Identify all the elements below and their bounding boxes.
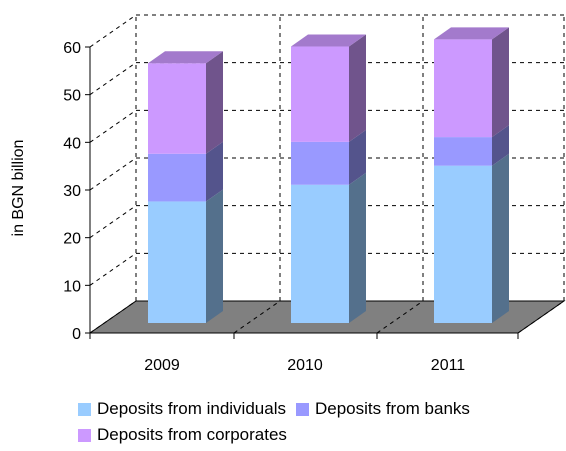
legend-label: Deposits from individuals [97, 399, 286, 418]
side-gridline [89, 109, 137, 143]
y-tick-label: 10 [63, 278, 81, 295]
bar-front-deposits-from-banks-2009 [148, 153, 206, 202]
bar-front-deposits-from-individuals-2010 [291, 184, 349, 323]
bar-top-2011 [434, 27, 509, 40]
bar-side-deposits-from-corporates-2011 [492, 27, 509, 138]
floor-gridline [233, 300, 281, 334]
bar-front-deposits-from-banks-2010 [291, 141, 349, 185]
bar-side-deposits-from-banks-2011 [492, 125, 509, 166]
legend-item: Deposits from corporates [78, 422, 287, 448]
bar-side-deposits-from-individuals-2011 [492, 153, 509, 323]
y-tick-label: 40 [63, 135, 81, 152]
side-gridline [89, 62, 137, 96]
legend-swatch [295, 402, 309, 416]
bar-side-deposits-from-banks-2009 [206, 141, 223, 202]
legend: Deposits from individuals Deposits from b… [78, 396, 548, 448]
floor-gridline [376, 300, 424, 334]
bar-side-deposits-from-individuals-2009 [206, 189, 223, 323]
bar-front-deposits-from-corporates-2011 [434, 39, 492, 138]
y-tick-label: 20 [63, 231, 81, 248]
bar-front-deposits-from-individuals-2009 [148, 201, 206, 323]
side-gridline [89, 252, 137, 286]
x-tick-label-2010: 2010 [287, 357, 323, 374]
bar-side-deposits-from-banks-2010 [349, 129, 366, 185]
side-gridline [89, 14, 137, 48]
bar-front-deposits-from-banks-2011 [434, 137, 492, 166]
x-tick-label-2009: 2009 [144, 357, 180, 374]
bar-front-deposits-from-corporates-2010 [291, 46, 349, 142]
axes: 0 10 20 30 40 50 60 2009 2010 2011 [63, 40, 519, 374]
bar-front-deposits-from-corporates-2009 [148, 63, 206, 154]
bar-top-2010 [291, 34, 366, 47]
legend-swatch [78, 428, 91, 442]
side-gridline [89, 157, 137, 191]
y-tick-label: 60 [63, 40, 81, 57]
bar-front-deposits-from-individuals-2011 [434, 165, 492, 323]
y-tick-label: 50 [63, 88, 81, 105]
legend-swatch [78, 402, 91, 416]
legend-item: Deposits from banks [295, 396, 470, 422]
floor-gridline [89, 300, 137, 334]
side-gridline [89, 205, 137, 239]
legend-item: Deposits from individuals [78, 396, 286, 422]
y-tick-label: 0 [72, 326, 81, 343]
gridlines [89, 14, 565, 334]
legend-label: Deposits from corporates [97, 425, 287, 444]
x-tick-label-2011: 2011 [431, 357, 466, 374]
bar-top-2009 [148, 51, 223, 64]
y-axis-title: in BGN billion [10, 140, 27, 237]
bar-side-deposits-from-individuals-2010 [349, 172, 366, 323]
legend-label: Deposits from banks [314, 399, 470, 418]
floor-gridline [517, 300, 565, 334]
bars [148, 27, 509, 323]
bar-side-deposits-from-corporates-2009 [206, 51, 223, 154]
y-tick-label: 30 [63, 183, 81, 200]
bar-side-deposits-from-corporates-2010 [349, 34, 366, 142]
